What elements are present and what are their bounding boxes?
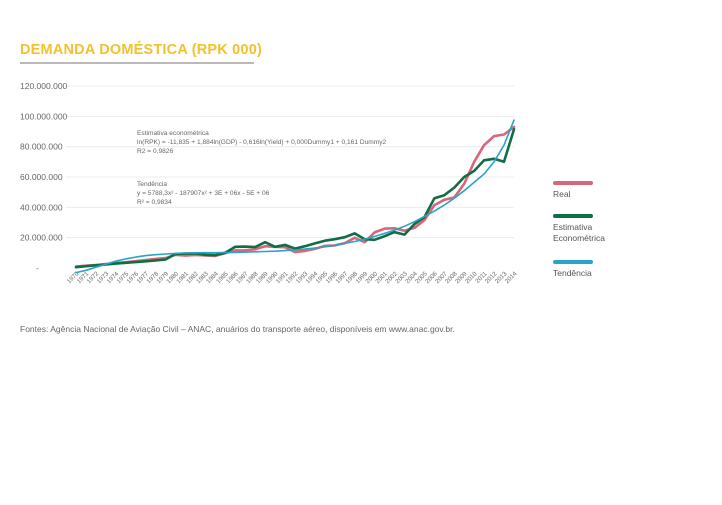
legend-label-real: Real xyxy=(553,189,571,199)
source-note: Fontes: Agência Nacional de Aviação Civi… xyxy=(20,324,455,334)
y-tick-label: 60.000.000 xyxy=(20,172,63,182)
annotation-estimativa-equation: ln(RPK) = -11,835 + 1,884ln(GDP) - 0,616… xyxy=(137,139,387,146)
legend-label-estimativa-2: Econométrica xyxy=(553,233,605,243)
annotation-tendencia-r2: R² = 0,9834 xyxy=(137,199,172,206)
legend-swatch-estimativa xyxy=(553,214,593,218)
legend-label-estimativa-1: Estimativa xyxy=(553,222,593,232)
annotation-tendencia-equation: y = 5788,3x² - 187907x² + 3E + 06x - 5E … xyxy=(137,190,270,197)
x-tick-label: 2014 xyxy=(504,270,519,285)
y-tick-label: 80.000.000 xyxy=(20,142,63,152)
y-tick-label: 40.000.000 xyxy=(20,202,63,212)
legend-swatch-real xyxy=(553,181,593,185)
legend-entry-estimativa: Estimativa Econométrica xyxy=(553,214,605,244)
annotation-tendencia-title: Tendência xyxy=(137,181,167,188)
series-line-estimativa xyxy=(74,127,516,269)
legend-entry-tendencia: Tendência xyxy=(553,260,593,279)
annotation-estimativa-title: Estimativa econométrica xyxy=(137,130,209,137)
y-tick-label: 120.000.000 xyxy=(20,81,68,91)
y-tick-label: - xyxy=(36,263,39,273)
y-tick-label: 20.000.000 xyxy=(20,233,63,243)
legend-swatch-tendencia xyxy=(553,260,593,264)
chart-title: DEMANDA DOMÉSTICA (RPK 000) xyxy=(20,42,262,58)
series-line-tendencia xyxy=(75,119,515,274)
legend-entry-real: Real xyxy=(553,181,593,200)
y-tick-label: 100.000.000 xyxy=(20,111,68,121)
legend-label-tendencia: Tendência xyxy=(553,268,592,278)
annotation-estimativa-r2: R2 = 0,9826 xyxy=(137,148,173,155)
title-underline xyxy=(20,62,254,64)
